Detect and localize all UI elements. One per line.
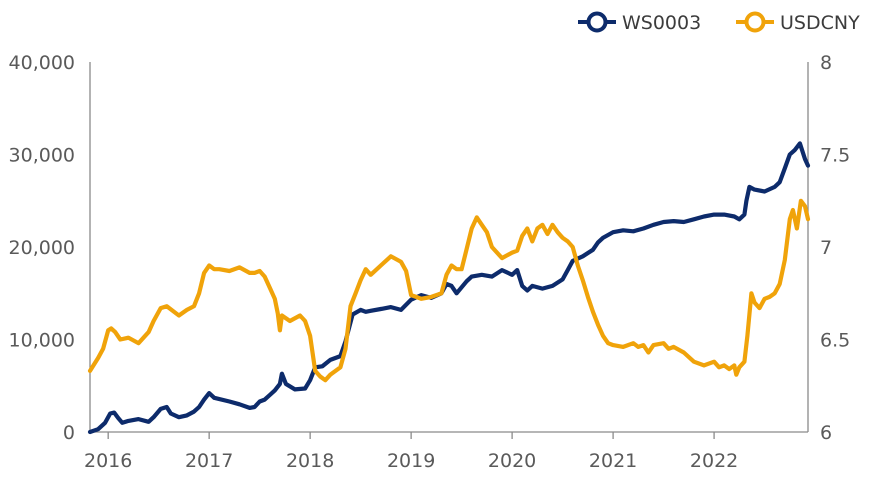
legend-label: USDCNY bbox=[780, 12, 860, 34]
legend-swatch-marker bbox=[744, 11, 766, 33]
y-right-tick-label: 6 bbox=[820, 422, 832, 444]
x-tick-label: 2020 bbox=[488, 450, 536, 472]
x-tick-label: 2017 bbox=[185, 450, 233, 472]
y-left-tick-label: 30,000 bbox=[9, 145, 75, 167]
axes bbox=[89, 62, 809, 439]
y-right-tick-label: 7 bbox=[820, 237, 832, 259]
legend-swatch-marker bbox=[586, 11, 608, 33]
legend: WS0003 USDCNY bbox=[578, 11, 860, 34]
y-left-tick-label: 40,000 bbox=[9, 52, 75, 74]
y-right-tick-label: 8 bbox=[820, 52, 832, 74]
legend-label: WS0003 bbox=[622, 12, 701, 34]
y-left-tick-label: 10,000 bbox=[9, 330, 75, 352]
x-tick-label: 2021 bbox=[589, 450, 637, 472]
y-right-tick-label: 6.5 bbox=[820, 330, 850, 352]
x-tick-label: 2019 bbox=[387, 450, 435, 472]
x-tick-label: 2016 bbox=[84, 450, 132, 472]
legend-item-ws0003: WS0003 bbox=[578, 11, 701, 34]
legend-item-usdcny: USDCNY bbox=[736, 11, 860, 34]
series-line-usdcny bbox=[87, 198, 811, 383]
series-line-ws0003 bbox=[87, 141, 811, 435]
y-left-tick-label: 20,000 bbox=[9, 237, 75, 259]
y-left-tick-label: 0 bbox=[63, 422, 75, 444]
tick-labels: 0 10,000 20,000 30,000 40,000 6 6.5 7 7.5 8 2016 20… bbox=[9, 52, 851, 472]
series-lines bbox=[87, 141, 811, 435]
y-right-tick-label: 7.5 bbox=[820, 145, 850, 167]
x-tick-label: 2022 bbox=[690, 450, 738, 472]
x-tick-label: 2018 bbox=[286, 450, 334, 472]
